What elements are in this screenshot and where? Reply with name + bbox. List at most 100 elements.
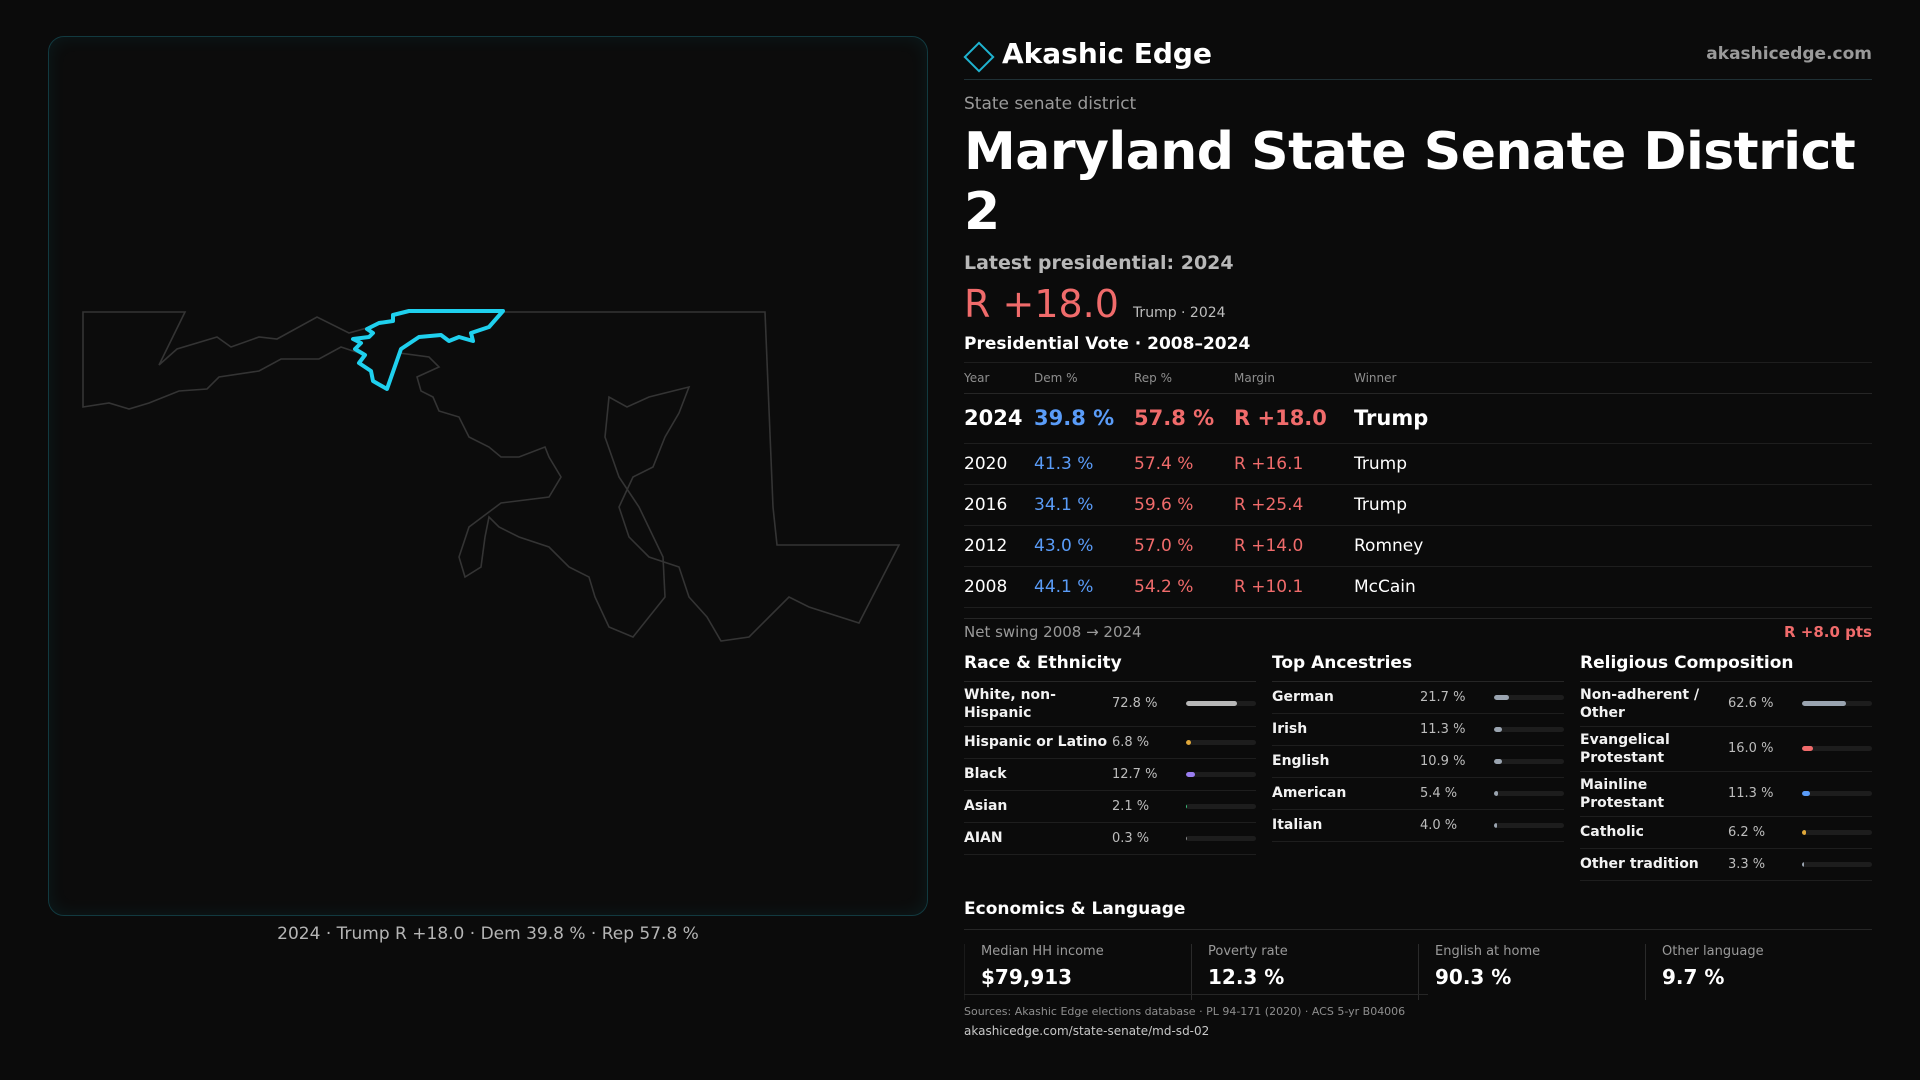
permalink[interactable]: akashicedge.com/state-senate/md-sd-02: [964, 1024, 1210, 1038]
cell-dem: 34.1 %: [1034, 484, 1134, 526]
stat-row: Irish 11.3 %: [1272, 714, 1564, 746]
stat-label: German: [1272, 689, 1334, 705]
stat-label: American: [1272, 785, 1347, 801]
stat-bar-fill: [1186, 803, 1188, 809]
latest-presidential: Latest presidential: 2024: [964, 252, 1234, 274]
brand-url-link[interactable]: akashicedge.com: [1706, 43, 1872, 64]
stat-bar: [1802, 791, 1872, 796]
stat-bar: [1186, 739, 1256, 745]
cell-dem: 44.1 %: [1034, 566, 1134, 608]
stat-bar-fill: [1186, 701, 1237, 706]
stat-bar-fill: [1186, 739, 1191, 745]
stat-value: 5.4 %: [1420, 785, 1458, 801]
cell-rep: 57.8 %: [1134, 393, 1234, 444]
table-row[interactable]: 2008 44.1 % 54.2 % R +10.1 McCain: [964, 566, 1872, 608]
cell-year: 2024: [964, 393, 1034, 444]
stat-row: Italian 4.0 %: [1272, 810, 1564, 842]
stat-label: Irish: [1272, 721, 1308, 737]
stat-value: 16.0 %: [1728, 741, 1774, 756]
ancestry-list: German 21.7 % Irish 11.3 % English 10.9 % Amer…: [1272, 682, 1564, 842]
district-shape[interactable]: [351, 309, 505, 391]
stat-label: Other tradition: [1580, 856, 1699, 872]
stat-bar-fill: [1494, 758, 1502, 764]
stat-row: Black 12.7 %: [964, 759, 1256, 791]
stat-value: 21.7 %: [1420, 689, 1466, 705]
table-row[interactable]: 2012 43.0 % 57.0 % R +14.0 Romney: [964, 525, 1872, 567]
stat-bar-fill: [1494, 694, 1510, 700]
col-dem: Dem %: [1034, 363, 1134, 394]
map-panel[interactable]: [48, 36, 928, 916]
vote-section-title: Presidential Vote · 2008–2024: [964, 334, 1872, 363]
brand[interactable]: Akashic Edge: [963, 37, 1212, 73]
margin-value: R +18.0: [964, 282, 1119, 326]
brand-bar: Akashic Edge akashicedge.com: [963, 36, 1872, 80]
econ-value: 90.3 %: [1435, 964, 1512, 989]
stat-label: AIAN: [964, 830, 1003, 846]
ancestry-section: Top Ancestries German 21.7 % Irish 11.3 % En…: [1272, 653, 1564, 881]
col-winner: Winner: [1354, 363, 1872, 394]
brand-name: Akashic Edge: [1002, 37, 1212, 70]
econ-english: English at home 90.3 %: [1418, 943, 1645, 1000]
cell-dem: 39.8 %: [1034, 393, 1134, 444]
table-row[interactable]: 2020 41.3 % 57.4 % R +16.1 Trump: [964, 443, 1872, 485]
stat-label: Catholic: [1580, 824, 1644, 840]
econ-label: Median HH income: [981, 943, 1104, 959]
race-title: Race & Ethnicity: [964, 653, 1256, 682]
district-map[interactable]: [49, 37, 929, 917]
cell-year: 2020: [964, 443, 1034, 485]
stat-bar: [1802, 746, 1872, 751]
net-swing: Net swing 2008 → 2024 R +8.0 pts: [964, 617, 1872, 641]
stat-bar: [1494, 758, 1564, 764]
cell-rep: 57.0 %: [1134, 525, 1234, 567]
stat-bar-fill: [1802, 746, 1814, 751]
stat-label: Mainline Protestant: [1580, 776, 1665, 811]
cell-rep: 59.6 %: [1134, 484, 1234, 526]
swing-label: Net swing 2008 → 2024: [964, 622, 1142, 641]
stat-bar-fill: [1494, 822, 1497, 828]
race-ethnicity-section: Race & Ethnicity White, non-Hispanic 72.8…: [964, 653, 1256, 881]
cell-rep: 54.2 %: [1134, 566, 1234, 608]
demographics: Race & Ethnicity White, non-Hispanic 72.8…: [964, 653, 1872, 881]
margin-subtitle: Trump · 2024: [1132, 305, 1226, 321]
col-margin: Margin: [1234, 363, 1354, 394]
stat-value: 0.3 %: [1112, 830, 1150, 846]
cell-dem: 43.0 %: [1034, 525, 1134, 567]
econ-label: Other language: [1662, 943, 1764, 959]
stat-bar: [1186, 701, 1256, 706]
economics-row: Median HH income $79,913 Poverty rate 12…: [964, 943, 1872, 1000]
stat-bar: [1494, 726, 1564, 732]
map-caption: 2024 · Trump R +18.0 · Dem 39.8 % · Rep …: [277, 924, 699, 944]
swing-value: R +8.0 pts: [1784, 622, 1872, 641]
stat-bar: [1186, 803, 1256, 809]
stat-bar: [1802, 701, 1872, 706]
stat-label: White, non-Hispanic: [964, 686, 1056, 721]
district-kind: State senate district: [964, 94, 1137, 114]
stat-bar: [1186, 771, 1256, 777]
table-row[interactable]: 2016 34.1 % 59.6 % R +25.4 Trump: [964, 484, 1872, 526]
cell-margin: R +16.1: [1234, 443, 1354, 485]
stat-bar-fill: [1802, 701, 1846, 706]
stat-label: Italian: [1272, 817, 1323, 833]
cell-year: 2008: [964, 566, 1034, 608]
stat-label: Asian: [964, 798, 1008, 814]
table-row[interactable]: 2024 39.8 % 57.8 % R +18.0 Trump: [964, 393, 1872, 444]
race-list: White, non-Hispanic 72.8 % Hispanic or Lat…: [964, 682, 1256, 855]
cell-year: 2012: [964, 525, 1034, 567]
stat-value: 11.3 %: [1420, 721, 1466, 737]
religion-section: Religious Composition Non-adherent / Oth…: [1580, 653, 1872, 881]
religion-list: Non-adherent / Other 62.6 % Evangelical Pr…: [1580, 682, 1872, 881]
economics-title: Economics & Language: [964, 899, 1872, 930]
stat-row: Hispanic or Latino 6.8 %: [964, 727, 1256, 759]
ancestry-title: Top Ancestries: [1272, 653, 1564, 682]
stat-bar-fill: [1802, 791, 1810, 796]
stat-row: American 5.4 %: [1272, 778, 1564, 810]
stat-label: Evangelical Protestant: [1580, 731, 1670, 766]
cell-winner: McCain: [1354, 566, 1872, 608]
cell-winner: Trump: [1354, 443, 1872, 485]
stat-bar-fill: [1494, 726, 1502, 732]
stat-row: White, non-Hispanic 72.8 %: [964, 682, 1256, 727]
stat-value: 10.9 %: [1420, 753, 1466, 769]
stat-value: 12.7 %: [1112, 766, 1158, 782]
stat-row: Other tradition 3.3 %: [1580, 849, 1872, 881]
stat-row: AIAN 0.3 %: [964, 823, 1256, 855]
